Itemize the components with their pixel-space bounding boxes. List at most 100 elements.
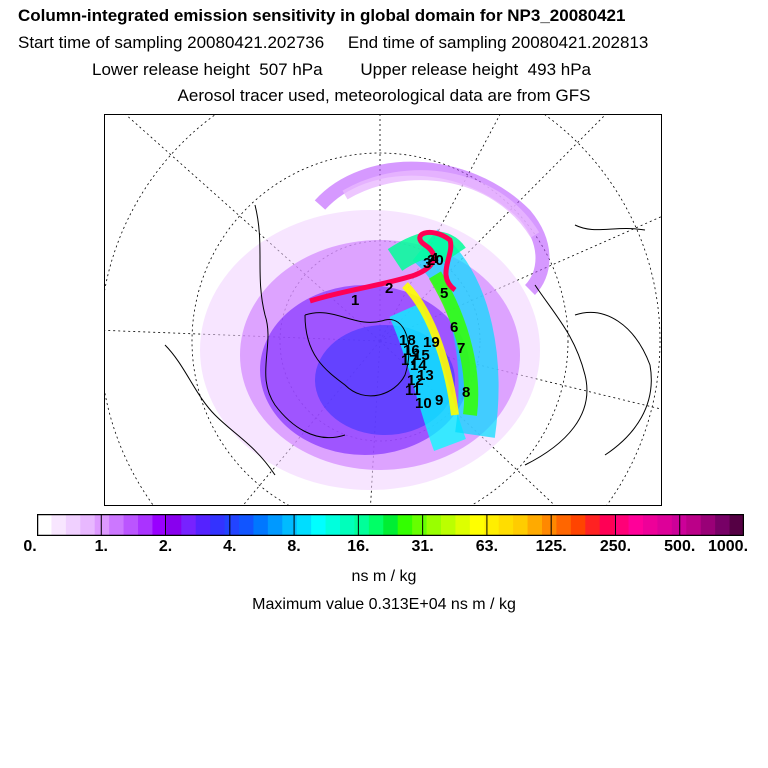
colorbar-segment [426,514,442,536]
colorbar-segment [354,514,370,536]
trajectory-label: 5 [440,285,448,302]
plume-band [389,303,466,451]
plume-arc-outer [342,170,540,238]
map-panel: 1 2 3 4 5 6 7 8 9 10 11 12 13 14 15 16 17 18 19 20 [104,114,662,506]
trajectory-label: 4 [430,250,439,267]
colorbar-tick-label: 125. [535,538,567,555]
coastline [164,344,276,476]
colorbar-segment [412,514,428,536]
colorbar-segment [628,514,644,536]
plume-band [411,229,499,438]
colorbar-tick-label: 16. [347,538,370,555]
colorbar-segment [397,514,413,536]
colorbar-segment [37,514,53,536]
trajectory-label: 1 [351,292,359,309]
trajectory-label: 19 [423,334,440,351]
colorbar-tick-label: 8. [287,538,301,555]
colorbar-segment [325,514,341,536]
colorbar-segment [686,514,702,536]
colorbar-tick-label: 2. [158,538,173,555]
colorbar-segment [715,514,731,536]
trajectory [309,229,457,304]
colorbar-border [37,514,744,536]
colorbar-tick-label: 250. [599,538,632,555]
colorbar-segment [614,514,630,536]
maximum-value: Maximum value 0.313E+04 ns m / kg [252,596,516,613]
colorbar-tick-label: 1000. [707,538,749,555]
plume-band [402,282,459,416]
trajectory-label: 15 [413,347,430,364]
colorbar-segment [152,514,168,536]
colorbar-segment [94,514,110,536]
trajectory-label: 3 [423,255,431,272]
trajectory-label: 13 [417,367,434,384]
colorbar-segment [469,514,485,536]
colorbar-segment [441,514,457,536]
trajectory-label: 10 [415,395,432,412]
colorbar-units: ns m / kg [351,568,417,585]
sensitivity-field [200,161,550,490]
colorbar-segment [570,514,586,536]
coastline [574,224,646,231]
colorbar-segment [311,514,327,536]
colorbar-segment [65,514,81,536]
colorbar-segment [484,514,500,536]
release-height-line: Lower release height 507 hPa Upper relea… [92,60,591,79]
trajectory-label: 20 [427,252,444,269]
trajectory-label: 7 [457,340,465,357]
colorbar-segment [267,514,283,536]
colorbar-segment [368,514,384,536]
colorbar-segment [51,514,67,536]
colorbar-segment [383,514,399,536]
trajectory-core [309,229,457,304]
latitude-circle [191,152,569,505]
meridian-line [125,115,381,342]
sampling-time-line: Start time of sampling 20080421.202736 E… [18,33,649,52]
colorbar-tick-label: 500. [664,538,696,555]
trajectory-label: 6 [450,319,458,336]
colorbar-tick-label: 0. [23,538,37,555]
colorbar-tick-label: 1. [94,538,108,555]
colorbar-segment [542,514,558,536]
trajectory-label: 2 [385,280,393,297]
colorbar-segment [729,514,744,536]
colorbar-segment [181,514,197,536]
colorbar-segment [80,514,96,536]
colorbar-segment [513,514,529,536]
coastlines [164,204,652,476]
colorbar-segment [224,514,240,536]
trajectory-label: 14 [410,357,427,374]
colorbar-segment [195,514,211,536]
colorbar-segment [210,514,226,536]
coastline [524,284,588,466]
colorbar-segment [643,514,659,536]
colorbar [37,514,744,536]
coastline [254,204,346,439]
trajectory-label: 17 [401,352,418,369]
trajectory-label: 12 [407,372,424,389]
colorbar-segment [166,514,182,536]
colorbar-segment [585,514,601,536]
colorbar-segment [123,514,139,536]
coastline [574,311,652,456]
latitude-circle [105,115,661,505]
trajectory-label: 18 [399,332,416,349]
colorbar-segment [455,514,471,536]
colorbar-segment [527,514,543,536]
trajectory-label: 9 [435,392,443,409]
coastline [304,312,410,397]
colorbar-segment [239,514,255,536]
colorbar-segment [253,514,269,536]
trajectory-label: 8 [462,384,470,401]
colorbar-segment [109,514,125,536]
colorbar-segment [340,514,356,536]
plume-band [428,271,479,416]
colorbar-segment [657,514,673,536]
chart-title: Column-integrated emission sensitivity i… [18,6,626,25]
trajectory-label: 16 [403,342,420,359]
trajectory-label: 11 [405,382,421,399]
colorbar-segment [700,514,716,536]
colorbar-tick-label: 31. [411,538,434,555]
